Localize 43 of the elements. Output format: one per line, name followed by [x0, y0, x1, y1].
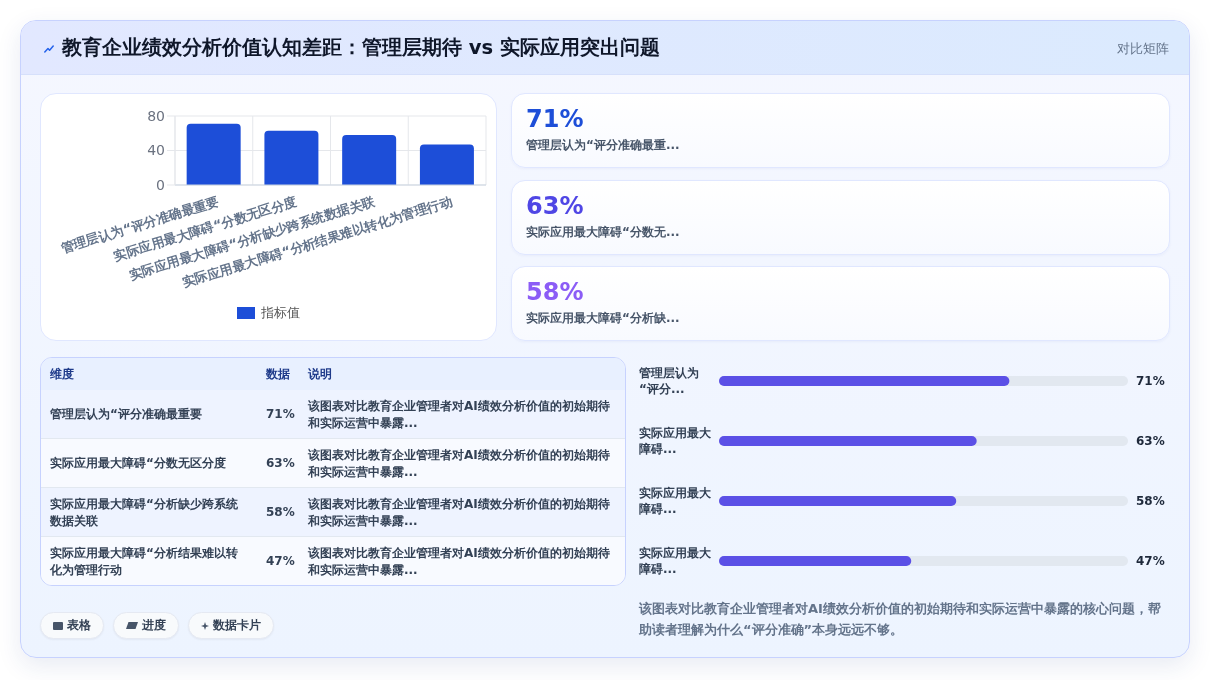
y-tick-label: 40 — [147, 142, 165, 159]
text: 说明 — [308, 365, 332, 383]
text: 该图表对比教育企业管理者对AI绩效分析价值的初始期待和实际运营中暴露的核心问题，帮助读者理解为什么“评分准确”本身远远不够。 — [639, 601, 1161, 637]
text: 数据 — [266, 365, 290, 383]
text: 该图表对比教育企业管理者对AI绩效分析价值的初始期待和实际运营中暴露... — [308, 496, 610, 528]
y-tick-label: 0 — [156, 176, 165, 193]
y-tick-label: 实际应用最大障碍... — [639, 546, 711, 576]
text: 47% — [266, 554, 295, 568]
tab-button[interactable]: 进度 — [113, 612, 179, 639]
y-tick-label: 实际应用最大障碍... — [639, 486, 711, 516]
text: 对比矩阵 — [1117, 41, 1169, 56]
text: 实际应用最大障碍“分数无... — [526, 224, 680, 239]
data-label: 47% — [1136, 554, 1165, 569]
data-label: 71% — [1136, 374, 1165, 389]
legend-label: 指标值 — [261, 304, 300, 322]
bar — [186, 123, 241, 185]
text: 实际应用最大障碍“分析结果难以转化为管理行动 — [50, 545, 238, 577]
bar — [342, 134, 397, 185]
tab-button[interactable]: 表格 — [40, 612, 104, 639]
text: 实际应用最大障碍“分析缺... — [526, 311, 680, 325]
text: 该图表对比教育企业管理者对AI绩效分析价值的初始期待和实际运营中暴露... — [308, 398, 610, 430]
bar — [264, 130, 319, 185]
y-tick-label: 80 — [147, 107, 165, 124]
y-tick-label: 实际应用最大障碍... — [639, 426, 711, 456]
text: 71% — [266, 407, 295, 421]
bar — [419, 144, 474, 185]
text: 维度 — [50, 365, 74, 383]
text: 该图表对比教育企业管理者对AI绩效分析价值的初始期待和实际运营中暴露... — [308, 447, 610, 479]
text: 58% — [266, 505, 295, 519]
text: 63% — [266, 456, 295, 470]
y-tick-label: 管理层认为“评分... — [639, 366, 699, 396]
tab-button[interactable]: 数据卡片 — [188, 612, 274, 639]
text: 58% — [526, 278, 584, 306]
text: 教育企业绩效分析价值认知差距：管理层期待 vs 实际应用突出问题 — [62, 36, 660, 59]
text: 该图表对比教育企业管理者对AI绩效分析价值的初始期待和实际运营中暴露... — [308, 545, 610, 577]
text: 管理层认为“评分准确最重... — [526, 138, 680, 152]
text: 71% — [526, 105, 584, 133]
data-label: 63% — [1136, 434, 1165, 449]
text: 63% — [526, 191, 584, 220]
text: 实际应用最大障碍“分析缺少跨系统数据关联 — [50, 496, 238, 528]
data-label: 58% — [1136, 494, 1165, 509]
text: 实际应用最大障碍“分数无区分度 — [50, 456, 226, 470]
text: 管理层认为“评分准确最重要 — [50, 407, 202, 421]
